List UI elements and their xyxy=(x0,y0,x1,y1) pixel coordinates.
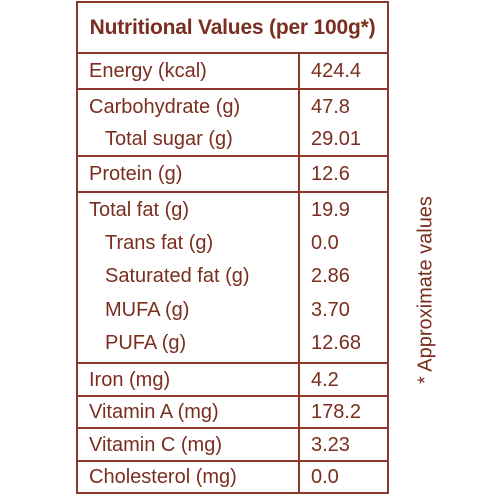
row-label: Protein (g) xyxy=(89,162,183,185)
row-subvalue: 12.68 xyxy=(311,331,362,354)
row-sublabel: Saturated fat (g) xyxy=(105,264,250,287)
row-label: Vitamin A (mg) xyxy=(89,400,219,423)
row-label: Vitamin C (mg) xyxy=(89,433,222,456)
row-value: 12.6 xyxy=(311,162,350,185)
table-row-carbohydrate: Carbohydrate (g) Total sugar (g) 47.8 29… xyxy=(78,90,387,157)
row-value: 19.9 xyxy=(311,198,350,221)
row-sublabel: PUFA (g) xyxy=(105,331,187,354)
row-sublabel: Total sugar (g) xyxy=(105,127,233,150)
table-row-iron: Iron (mg) 4.2 xyxy=(78,364,387,397)
row-label: Energy (kcal) xyxy=(89,59,207,82)
table-row-cholesterol: Cholesterol (mg) 0.0 xyxy=(78,462,387,492)
row-value: 178.2 xyxy=(311,400,362,423)
table-row-vitamin-c: Vitamin C (mg) 3.23 xyxy=(78,429,387,462)
row-value: 3.23 xyxy=(311,433,350,456)
row-value: 0.0 xyxy=(311,465,339,488)
row-sublabel: Trans fat (g) xyxy=(105,231,214,254)
table-row-vitamin-a: Vitamin A (mg) 178.2 xyxy=(78,397,387,429)
row-value: 47.8 xyxy=(311,95,350,118)
nutrition-table: Nutritional Values (per 100g*) Energy (k… xyxy=(76,1,389,494)
table-row-fat: Total fat (g) Trans fat (g) Saturated fa… xyxy=(78,193,387,364)
table-row-energy: Energy (kcal) 424.4 xyxy=(78,54,387,90)
row-value: 424.4 xyxy=(311,59,362,82)
row-subvalue: 0.0 xyxy=(311,231,339,254)
row-label: Total fat (g) xyxy=(89,198,190,221)
row-sublabel: MUFA (g) xyxy=(105,298,190,321)
row-subvalue: 3.70 xyxy=(311,298,350,321)
table-row-protein: Protein (g) 12.6 xyxy=(78,157,387,193)
approximate-values-note: * Approximate values xyxy=(414,196,437,384)
row-subvalue: 2.86 xyxy=(311,264,350,287)
row-label: Cholesterol (mg) xyxy=(89,465,237,488)
row-label: Iron (mg) xyxy=(89,368,171,391)
row-subvalue: 29.01 xyxy=(311,127,362,150)
table-title: Nutritional Values (per 100g*) xyxy=(78,3,387,54)
row-label: Carbohydrate (g) xyxy=(89,95,241,118)
row-value: 4.2 xyxy=(311,368,339,391)
